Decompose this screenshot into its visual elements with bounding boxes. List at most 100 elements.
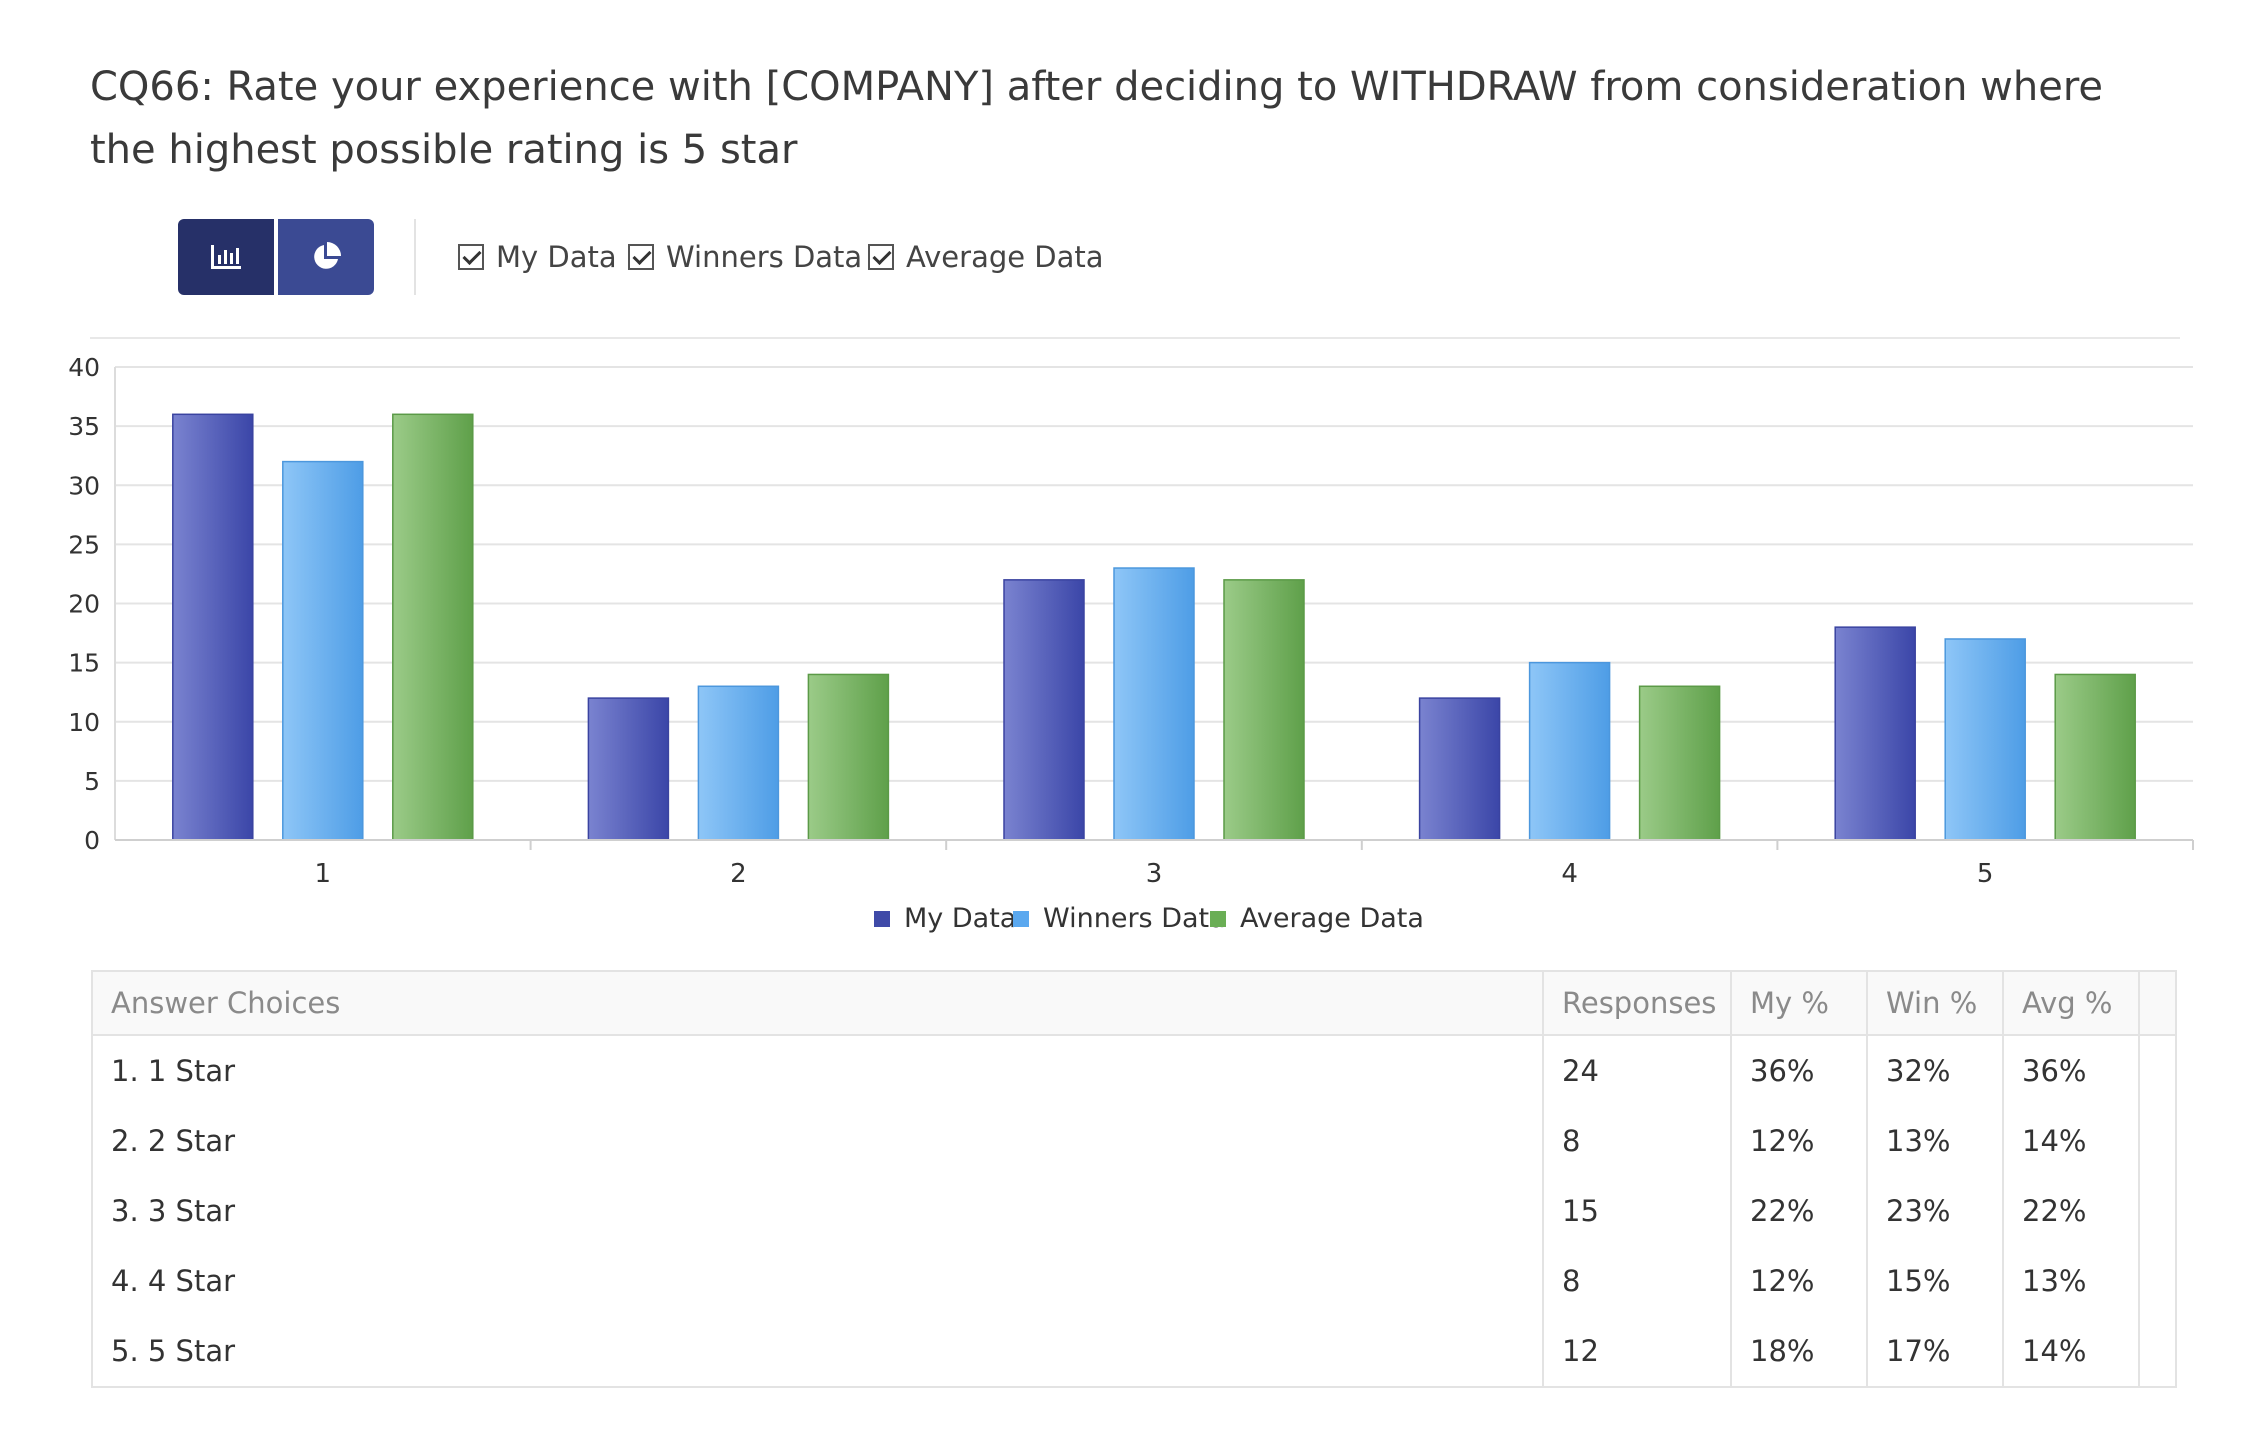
bar-my-data-1[interactable] [172, 413, 254, 841]
avg-percent-cell: 36% [2002, 1035, 2139, 1106]
win-percent-cell: 15% [1866, 1246, 2003, 1316]
responses-cell: 8 [1542, 1106, 1731, 1176]
bar-chart-view-button[interactable] [178, 219, 274, 295]
x-tick-label: 4 [1561, 859, 1578, 889]
answer-choice-cell: 5. 5 Star [111, 1334, 236, 1368]
my-percent-cell: 12% [1730, 1246, 1867, 1316]
table-row: 4. 4 Star 8 12% 15% 13% [93, 1246, 2175, 1316]
bar-winners-data-5[interactable] [1944, 638, 2026, 841]
avg-percent-cell: 14% [2002, 1106, 2139, 1176]
my-data-toggle-label: My Data [496, 240, 617, 274]
chart-axes: 0 5 10 15 20 25 30 35 40 1 2 3 4 5 [68, 353, 2194, 889]
legend-item-average-data[interactable]: Average Data [1210, 903, 1424, 934]
responses-cell: 24 [1542, 1035, 1731, 1106]
chart-bars [172, 413, 2136, 841]
my-percent-cell: 12% [1730, 1106, 1867, 1176]
column-header: Avg % [2002, 972, 2139, 1036]
toolbar-separator [414, 219, 416, 295]
bar-average-data-1[interactable] [392, 413, 474, 841]
average-data-toggle-label: Average Data [906, 240, 1104, 274]
bar-average-data-3[interactable] [1223, 579, 1305, 841]
bar-my-data-3[interactable] [1003, 579, 1085, 841]
pie-chart-icon [314, 242, 341, 269]
bar-average-data-2[interactable] [807, 673, 890, 841]
spacer-cell [2138, 1106, 2175, 1176]
bar-chart: 0 5 10 15 20 25 30 35 40 1 2 3 4 5 [68, 353, 2194, 889]
chart-legend: My Data Winners Data Average Data [0, 903, 2253, 947]
table-row: 3. 3 Star 15 22% 23% 22% [93, 1176, 2175, 1246]
spacer-cell [2138, 1246, 2175, 1316]
win-percent-cell: 23% [1866, 1176, 2003, 1246]
y-tick-label: 0 [84, 826, 100, 855]
win-percent-cell: 13% [1866, 1106, 2003, 1176]
column-header: Responses [1542, 972, 1731, 1036]
my-percent-cell: 18% [1730, 1316, 1867, 1386]
legend-swatch-average-data [1210, 910, 1226, 927]
legend-label: My Data [904, 903, 1017, 934]
x-tick-label: 2 [730, 859, 747, 889]
bar-average-data-4[interactable] [1638, 685, 1721, 841]
responses-cell: 12 [1542, 1316, 1731, 1386]
average-data-toggle[interactable]: Average Data [868, 235, 1104, 279]
answer-choice-cell: 1. 1 Star [111, 1054, 236, 1088]
y-tick-label: 5 [84, 767, 100, 796]
bar-my-data-5[interactable] [1834, 626, 1916, 841]
win-percent-cell: 17% [1866, 1316, 2003, 1386]
table-row: 1. 1 Star 24 36% 32% 36% [93, 1035, 2175, 1106]
avg-percent-cell: 14% [2002, 1316, 2139, 1386]
avg-percent-cell: 13% [2002, 1246, 2139, 1316]
y-tick-label: 10 [68, 708, 100, 737]
x-tick-label: 1 [315, 859, 332, 889]
bar-chart-icon [211, 245, 241, 269]
checkbox-checked-icon[interactable] [628, 244, 654, 270]
results-table: Answer Choices Responses My % Win % Avg … [91, 970, 2177, 1388]
x-tick-label: 3 [1146, 859, 1163, 889]
y-tick-label: 20 [68, 590, 100, 619]
page-title: CQ66: Rate your experience with [COMPANY… [90, 64, 2103, 173]
x-tick-label: 5 [1977, 859, 1994, 889]
y-tick-label: 15 [68, 649, 100, 678]
y-tick-label: 40 [68, 353, 100, 382]
win-percent-cell: 32% [1866, 1035, 2003, 1106]
legend-swatch-my-data [874, 910, 890, 927]
spacer-cell [2138, 1035, 2175, 1106]
answer-choice-cell: 4. 4 Star [111, 1264, 236, 1298]
chart-toolbar: My Data Winners Data Average Data [178, 219, 1178, 295]
bar-average-data-5[interactable] [2054, 673, 2136, 841]
pie-chart-view-button[interactable] [278, 219, 374, 295]
bar-winners-data-4[interactable] [1528, 661, 1611, 841]
legend-label: Winners Data [1043, 903, 1226, 934]
answer-choice-cell: 2. 2 Star [111, 1124, 236, 1158]
column-header: Win % [1866, 972, 2003, 1036]
my-percent-cell: 36% [1730, 1035, 1867, 1106]
bar-winners-data-3[interactable] [1113, 567, 1195, 841]
y-tick-label: 35 [68, 412, 100, 441]
table-row: 2. 2 Star 8 12% 13% 14% [93, 1106, 2175, 1176]
column-header-spacer [2138, 972, 2175, 1036]
bar-my-data-2[interactable] [587, 697, 670, 841]
checkbox-checked-icon[interactable] [868, 244, 894, 270]
legend-item-my-data[interactable]: My Data [874, 903, 1016, 934]
table-row: 5. 5 Star 12 18% 17% 14% [93, 1316, 2175, 1386]
bar-winners-data-1[interactable] [282, 460, 364, 841]
spacer-cell [2138, 1176, 2175, 1246]
avg-percent-cell: 22% [2002, 1176, 2139, 1246]
column-header: Answer Choices [93, 972, 1543, 1036]
my-percent-cell: 22% [1730, 1176, 1867, 1246]
winners-data-toggle-label: Winners Data [666, 240, 863, 274]
responses-cell: 15 [1542, 1176, 1731, 1246]
legend-swatch-winners-data [1013, 910, 1029, 927]
answer-choice-cell: 3. 3 Star [111, 1194, 236, 1228]
y-tick-label: 30 [68, 471, 100, 500]
bar-my-data-4[interactable] [1418, 697, 1501, 841]
responses-cell: 8 [1542, 1246, 1731, 1316]
legend-label: Average Data [1240, 903, 1424, 934]
y-tick-label: 25 [68, 530, 100, 559]
legend-item-winners-data[interactable]: Winners Data [1013, 903, 1226, 934]
winners-data-toggle[interactable]: Winners Data [628, 235, 862, 279]
my-data-toggle[interactable]: My Data [458, 235, 617, 279]
table-header-row: Answer Choices Responses My % Win % Avg … [93, 972, 2175, 1036]
column-header: My % [1730, 972, 1867, 1036]
checkbox-checked-icon[interactable] [458, 244, 484, 270]
bar-winners-data-2[interactable] [697, 685, 780, 841]
